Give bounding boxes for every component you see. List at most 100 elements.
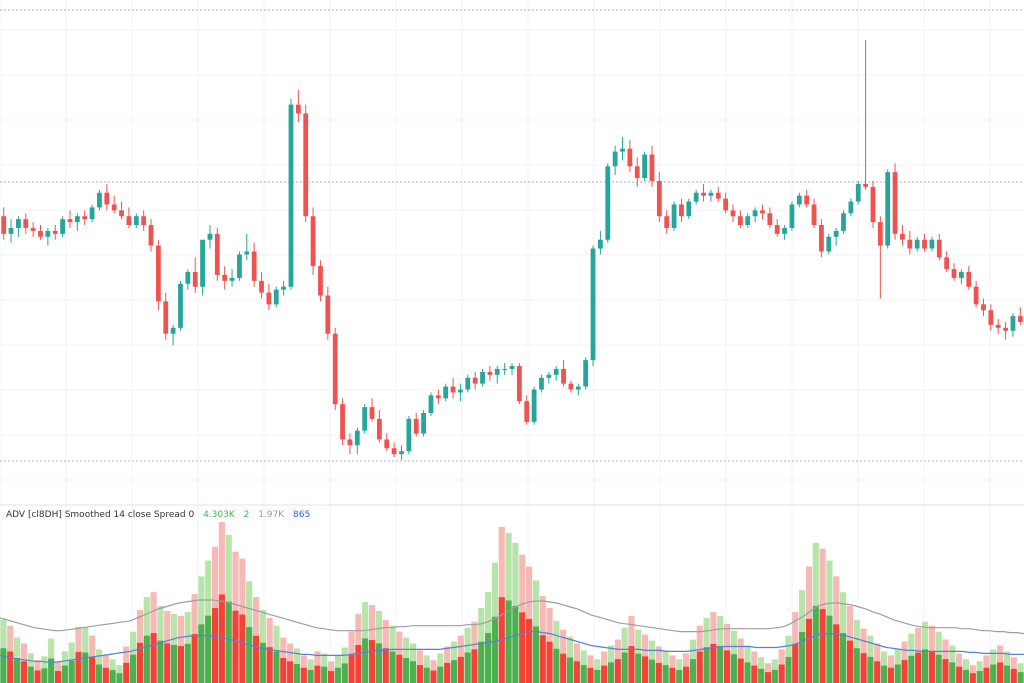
candle-body[interactable] — [929, 239, 935, 249]
candle-body[interactable] — [295, 104, 301, 114]
candle-body[interactable] — [841, 213, 846, 231]
candle-body[interactable] — [656, 180, 662, 217]
candle-body[interactable] — [951, 269, 957, 278]
candle-body[interactable] — [266, 292, 272, 305]
candle-body[interactable] — [855, 183, 861, 202]
candle-body[interactable] — [222, 274, 228, 281]
candle-body[interactable] — [664, 216, 670, 228]
candle-body[interactable] — [892, 172, 898, 234]
candle-body[interactable] — [981, 304, 986, 311]
candle-body[interactable] — [885, 172, 891, 246]
candle-body[interactable] — [752, 210, 758, 217]
candle-body[interactable] — [774, 225, 780, 234]
candle-body[interactable] — [178, 283, 183, 328]
candle-body[interactable] — [988, 310, 994, 325]
candle-body[interactable] — [354, 430, 360, 446]
candle-body[interactable] — [671, 204, 677, 228]
candle-body[interactable] — [575, 386, 581, 390]
candle-body[interactable] — [782, 227, 787, 234]
candle-body[interactable] — [590, 248, 596, 361]
candle-body[interactable] — [833, 230, 839, 237]
candle-body[interactable] — [465, 377, 471, 390]
candle-body[interactable] — [598, 239, 603, 249]
candle-body[interactable] — [1003, 327, 1008, 331]
candle-body[interactable] — [163, 301, 169, 334]
candle-body[interactable] — [273, 289, 279, 305]
candle-body[interactable] — [620, 148, 625, 152]
candle-body[interactable] — [23, 219, 29, 228]
candle-body[interactable] — [789, 204, 795, 228]
candle-body[interactable] — [966, 272, 972, 287]
candle-body[interactable] — [67, 219, 73, 223]
candle-body[interactable] — [332, 333, 338, 405]
candle-body[interactable] — [922, 239, 927, 249]
candle-body[interactable] — [325, 295, 331, 334]
candle-body[interactable] — [811, 204, 817, 226]
candle-body[interactable] — [155, 245, 161, 302]
candle-body[interactable] — [141, 216, 147, 226]
candle-body[interactable] — [318, 266, 323, 296]
candle-body[interactable] — [207, 233, 213, 240]
candle-body[interactable] — [251, 251, 257, 281]
candle-body[interactable] — [605, 166, 611, 240]
candle-body[interactable] — [170, 327, 176, 334]
candle-body[interactable] — [362, 407, 368, 431]
candle-body[interactable] — [60, 219, 66, 234]
candle-body[interactable] — [244, 251, 250, 255]
candle-body[interactable] — [737, 216, 743, 226]
candle-body[interactable] — [288, 104, 294, 287]
candle-body[interactable] — [804, 195, 810, 205]
candle-body[interactable] — [104, 192, 110, 205]
candle-body[interactable] — [391, 448, 397, 455]
candle-body[interactable] — [259, 280, 264, 293]
candle-body[interactable] — [649, 154, 655, 181]
candle-body[interactable] — [74, 216, 80, 223]
candle-body[interactable] — [1, 216, 7, 234]
candle-body[interactable] — [627, 148, 633, 167]
candle-body[interactable] — [458, 389, 463, 393]
price-pane[interactable] — [1, 40, 1023, 460]
candle-body[interactable] — [16, 219, 21, 228]
candle-body[interactable] — [826, 236, 832, 252]
candle-body[interactable] — [642, 154, 647, 179]
candle-body[interactable] — [97, 192, 102, 208]
candle-body[interactable] — [450, 386, 456, 393]
candle-body[interactable] — [679, 204, 684, 217]
candle-body[interactable] — [347, 439, 353, 446]
candle-body[interactable] — [52, 230, 58, 234]
candle-body[interactable] — [877, 222, 883, 246]
candle-body[interactable] — [583, 360, 589, 387]
candle-body[interactable] — [487, 371, 493, 375]
candle-body[interactable] — [45, 230, 51, 237]
candle-body[interactable] — [229, 277, 235, 281]
candle-body[interactable] — [237, 254, 242, 278]
candle-body[interactable] — [944, 257, 950, 270]
candle-body[interactable] — [701, 192, 706, 196]
candle-body[interactable] — [723, 198, 729, 211]
candle-body[interactable] — [281, 286, 287, 290]
candle-body[interactable] — [509, 366, 515, 369]
candle-body[interactable] — [686, 201, 692, 217]
candle-body[interactable] — [119, 210, 124, 217]
candle-body[interactable] — [634, 166, 640, 179]
candle-body[interactable] — [1017, 316, 1023, 322]
candle-body[interactable] — [421, 413, 426, 434]
candle-body[interactable] — [995, 324, 1001, 328]
candle-body[interactable] — [377, 418, 382, 440]
candle-body[interactable] — [214, 233, 220, 275]
candle-body[interactable] — [973, 286, 979, 305]
candle-body[interactable] — [502, 368, 508, 370]
candle-body[interactable] — [546, 374, 552, 378]
candle-body[interactable] — [796, 195, 802, 205]
candle-body[interactable] — [428, 395, 434, 414]
candle-body[interactable] — [900, 233, 905, 240]
candle-body[interactable] — [767, 213, 773, 226]
candle-body[interactable] — [693, 192, 699, 202]
candle-body[interactable] — [539, 377, 544, 390]
candle-body[interactable] — [435, 395, 441, 399]
candle-body[interactable] — [133, 216, 139, 226]
candle-body[interactable] — [730, 210, 736, 217]
candle-body[interactable] — [907, 239, 913, 249]
candle-body[interactable] — [568, 383, 574, 390]
candle-body[interactable] — [494, 368, 500, 375]
